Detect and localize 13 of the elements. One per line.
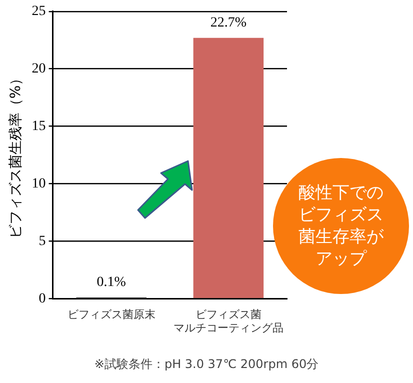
data-label: 22.7% bbox=[210, 15, 247, 30]
data-label: 0.1% bbox=[96, 275, 126, 290]
y-tick-label: 0 bbox=[38, 291, 46, 306]
y-axis-title: ビフィズス菌生残率（%） bbox=[8, 71, 24, 239]
y-tick-label: 25 bbox=[32, 4, 46, 20]
y-tick-label: 20 bbox=[32, 62, 46, 77]
y-tick-label: 15 bbox=[32, 118, 46, 134]
text: 酸性下でのビフィズス菌生存率がアップ bbox=[298, 182, 384, 270]
x-tick-label: ビフィズス菌マルチコーティング品 bbox=[173, 308, 284, 334]
y-tick-label: 10 bbox=[32, 176, 46, 192]
x-tick-label: ビフィズス菌原末 bbox=[67, 308, 156, 322]
y-tick-label: 5 bbox=[38, 234, 46, 249]
text: ※試験条件：pH 3.0 37℃ 200rpm 60分 bbox=[93, 356, 320, 373]
